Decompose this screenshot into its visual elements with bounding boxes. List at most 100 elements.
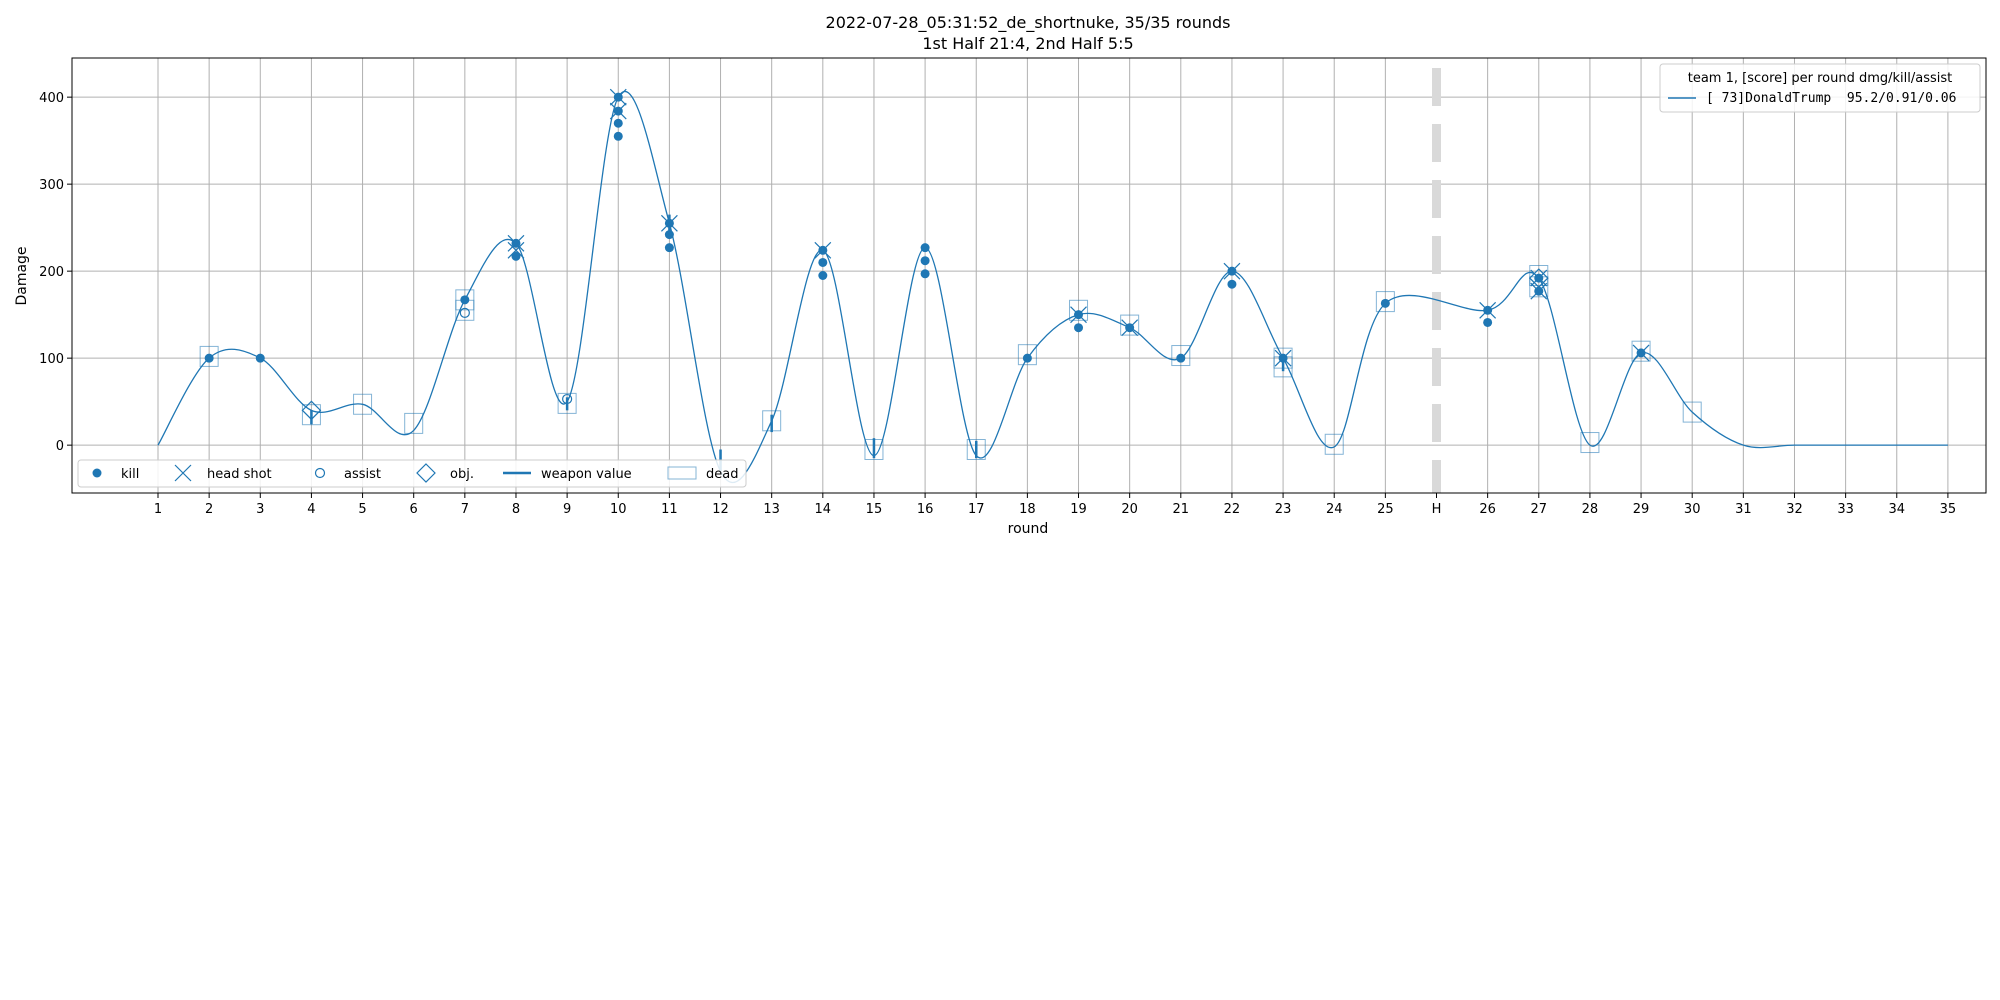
y-tick-label: 100: [39, 352, 64, 367]
damage-line: [157, 90, 1948, 484]
x-tick-label: 6: [410, 502, 418, 517]
legend-marker-label: dead: [706, 467, 738, 482]
x-tick-label: 9: [563, 502, 571, 517]
dead-marker: [557, 392, 577, 414]
x-tick-label: 22: [1224, 502, 1241, 517]
x-tick-label: 24: [1326, 502, 1343, 517]
legend-headshot-icon: [174, 464, 192, 482]
dead-marker: [199, 345, 219, 367]
x-tick-label: 19: [1070, 502, 1087, 517]
legend-assist-icon: [314, 467, 326, 479]
dead-marker: [1529, 265, 1549, 286]
x-tick-label: 33: [1837, 502, 1854, 517]
kill-marker: [920, 269, 930, 279]
dead-marker: [1171, 345, 1191, 367]
dead-marker: [1069, 299, 1089, 321]
dead-marker: [353, 393, 373, 415]
dead-marker: [1324, 433, 1344, 455]
kill-marker: [460, 295, 470, 305]
y-tick-label: 200: [39, 265, 64, 280]
headshot-marker: [1274, 349, 1292, 367]
plot-marks: [157, 88, 1948, 484]
x-tick-label: 31: [1735, 502, 1752, 517]
marker-legend: kill head shot assist obj. weapon value dead: [77, 459, 747, 488]
x-tick-label: 18: [1019, 502, 1036, 517]
x-tick-label: 35: [1940, 502, 1957, 517]
kill-marker: [204, 353, 214, 363]
x-tick-label: 17: [968, 502, 985, 517]
marker-legend-box: [77, 459, 747, 488]
legend-marker-label: kill: [121, 467, 139, 482]
legend-series-name: [ 73]DonaldTrump 95.2/0.91/0.06: [1706, 91, 1956, 106]
dead-marker: [1017, 344, 1037, 366]
headshot-marker: [609, 88, 627, 106]
x-tick-label: 8: [512, 502, 520, 517]
x-tick-label: 32: [1786, 502, 1803, 517]
x-tick-label: 4: [307, 502, 315, 517]
x-tick-label: 23: [1275, 502, 1292, 517]
legend-marker-label: obj.: [450, 467, 474, 482]
kill-marker: [818, 257, 828, 267]
x-tick-label: 11: [661, 502, 678, 517]
x-tick-label: 27: [1531, 502, 1548, 517]
kill-marker: [920, 256, 930, 266]
objective-marker: [301, 400, 322, 421]
x-tick-label: 29: [1633, 502, 1650, 517]
x-tick-label: 10: [610, 502, 627, 517]
x-tick-label: 26: [1479, 502, 1496, 517]
headshot-marker: [814, 241, 832, 259]
headshot-marker: [507, 234, 525, 252]
headshot-marker: [1479, 301, 1497, 319]
x-tick-label: 13: [763, 502, 780, 517]
x-tick-label: H: [1432, 502, 1442, 517]
headshot-marker: [1121, 319, 1139, 337]
y-tick-label: 0: [56, 439, 64, 454]
y-tick-label: 300: [39, 178, 64, 193]
x-tick-label: 34: [1888, 502, 1905, 517]
x-tick-label: 15: [866, 502, 883, 517]
kill-marker: [1176, 353, 1186, 363]
dead-marker: [1375, 291, 1395, 313]
kill-marker: [1022, 353, 1032, 363]
x-tick-label: 25: [1377, 502, 1394, 517]
dead-marker: [301, 404, 321, 426]
kill-marker: [613, 118, 623, 128]
kill-marker: [255, 353, 265, 363]
headshot-marker: [1223, 262, 1241, 280]
chart-subtitle: 1st Half 21:4, 2nd Half 5:5: [922, 34, 1133, 53]
series-legend: team 1, [score] per round dmg/kill/assis…: [1659, 63, 1981, 113]
series-legend-box: [1659, 63, 1981, 113]
x-tick-label: 14: [815, 502, 832, 517]
dead-marker: [966, 439, 986, 460]
kill-marker: [920, 243, 930, 253]
x-axis-label: round: [1008, 521, 1049, 537]
legend-objective-icon: [416, 463, 436, 483]
x-tick-label: 20: [1121, 502, 1138, 517]
plot-frame: [71, 57, 1987, 494]
kill-marker: [1483, 317, 1493, 327]
x-tick-label: 1: [154, 502, 162, 517]
chart-title: 2022-07-28_05:31:52_de_shortnuke, 35/35 …: [826, 13, 1231, 33]
x-axis-ticks: 1 2 3 4 5 6 7 8 9 10 11 12 13 14 15 16 17 18 19 20 21 22 23 24 2…: [154, 493, 1956, 517]
legend-marker-label: weapon value: [541, 467, 632, 482]
dead-marker: [1580, 432, 1600, 454]
y-tick-label: 400: [39, 91, 64, 106]
kill-marker: [1074, 323, 1084, 333]
legend-marker-label: head shot: [207, 467, 272, 482]
y-axis-label: Damage: [14, 246, 30, 305]
x-tick-label: 12: [712, 502, 729, 517]
kill-marker: [1380, 298, 1390, 308]
kill-marker: [613, 131, 623, 141]
headshot-marker: [1530, 269, 1548, 287]
dead-marker: [404, 412, 424, 434]
kill-marker: [1227, 279, 1237, 289]
dead-marker: [1631, 340, 1651, 362]
kill-marker: [511, 251, 521, 261]
legend-kill-icon: [92, 468, 102, 478]
legend-dead-icon: [667, 466, 697, 480]
x-tick-label: 5: [358, 502, 366, 517]
headshot-marker: [609, 102, 627, 120]
legend-marker-label: assist: [344, 467, 381, 482]
kill-marker: [818, 271, 828, 280]
headshot-marker: [507, 241, 525, 259]
